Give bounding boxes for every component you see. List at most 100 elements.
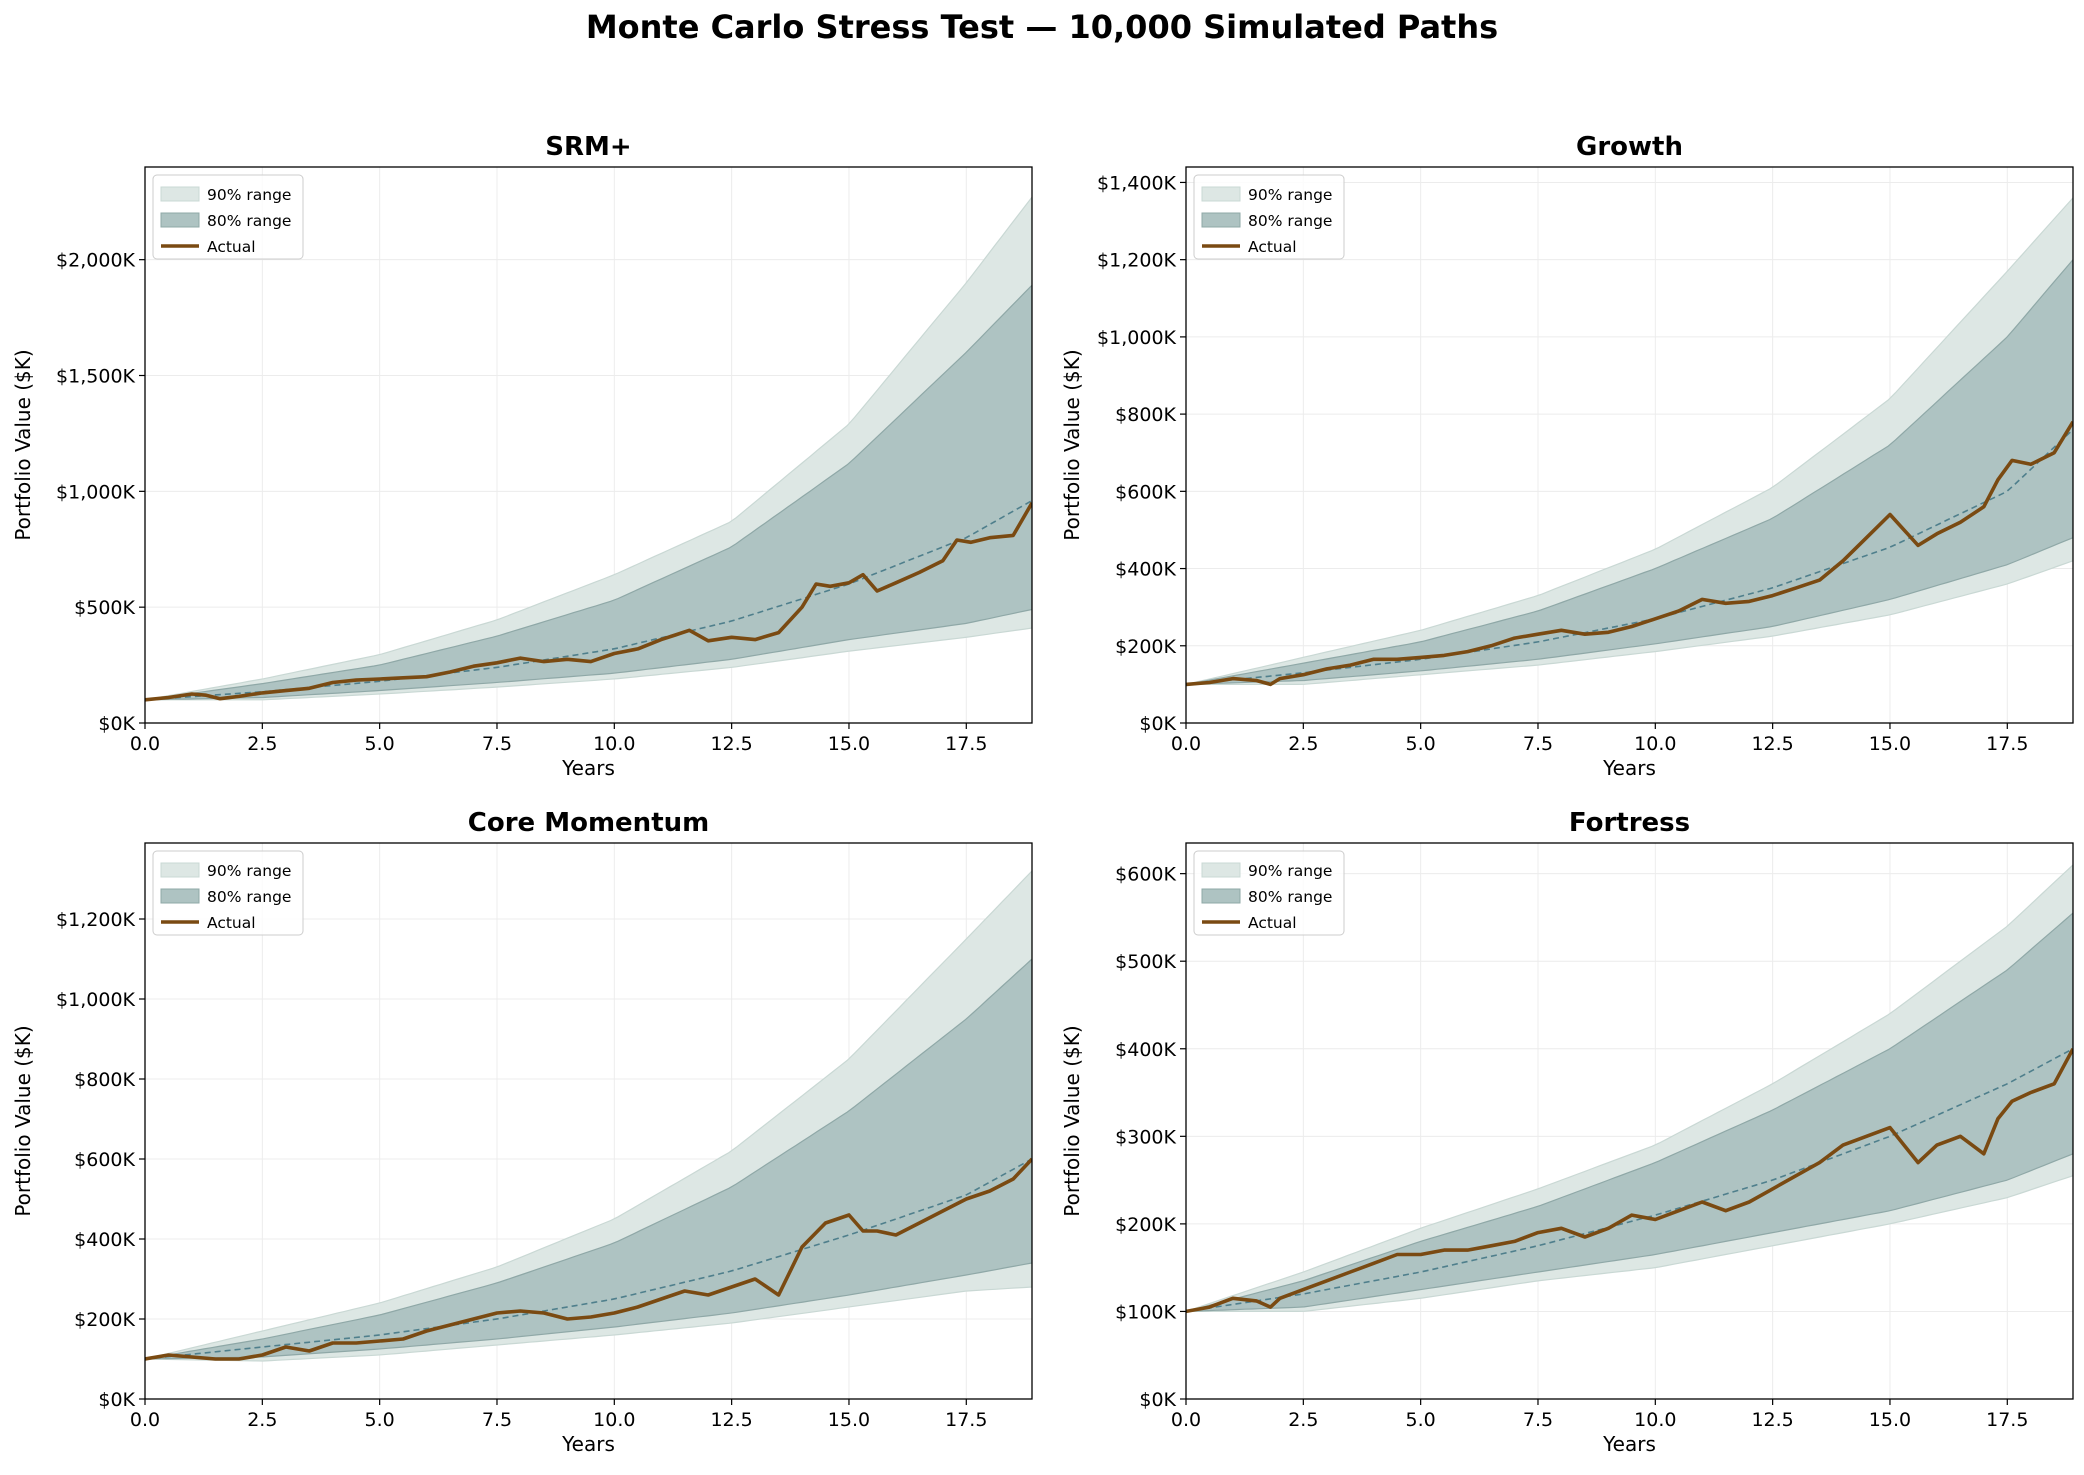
y-tick-label: $800K [1115, 404, 1176, 426]
x-tick-label: 5.0 [1406, 733, 1436, 755]
x-tick-label: 10.0 [1634, 733, 1676, 755]
legend-label-80: 80% range [207, 888, 291, 906]
axes-frame [1185, 842, 2074, 1400]
band-80-range [145, 958, 1032, 1360]
y-tick-label: $600K [1115, 481, 1176, 503]
x-tick-label: 2.5 [247, 733, 277, 755]
legend-swatch-90 [1201, 862, 1241, 878]
x-tick-label: 0.0 [130, 733, 160, 755]
legend-swatch-90 [160, 186, 200, 202]
x-axis-label: Years [561, 1432, 615, 1456]
median-line [1186, 1048, 2073, 1313]
y-tick-label: $200K [1115, 636, 1176, 658]
y-tick-label: $800K [74, 1069, 135, 1091]
x-tick-label: 7.5 [482, 1409, 512, 1431]
axes-frame [144, 166, 1033, 724]
panel-2: 0.0 2.5 5.0 7.5 10.0 12.5 15.0 17.5 $0K $200K $400… [11, 808, 1033, 1456]
y-tick-label: $0K [1139, 713, 1176, 735]
y-tick-label: $500K [74, 597, 135, 619]
figure-title: Monte Carlo Stress Test — 10,000 Simulat… [585, 8, 1499, 46]
legend-label-80: 80% range [207, 212, 291, 230]
x-tick-label: 7.5 [482, 733, 512, 755]
y-tick-label: $1,500K [56, 366, 135, 388]
panel-1: 0.0 2.5 5.0 7.5 10.0 12.5 15.0 17.5 $0K $200K $400… [1060, 132, 2074, 780]
axes-frame [1185, 166, 2074, 724]
legend-label-90: 90% range [207, 186, 291, 204]
plot-area [1186, 864, 2073, 1314]
y-tick-label: $1,200K [56, 909, 135, 931]
panel-title: Fortress [1569, 808, 1690, 838]
legend-label-actual: Actual [207, 238, 256, 256]
plot-area [145, 870, 1032, 1362]
y-tick-label: $300K [1115, 1126, 1176, 1148]
legend-label-actual: Actual [1248, 914, 1297, 932]
legend-label-actual: Actual [207, 914, 256, 932]
x-tick-label: 0.0 [1171, 1409, 1201, 1431]
x-tick-label: 17.5 [1986, 1409, 2028, 1431]
y-tick-label: $0K [98, 1389, 135, 1411]
x-axis-label: Years [1602, 1432, 1656, 1456]
legend-swatch-90 [1201, 186, 1241, 202]
x-tick-label: 17.5 [945, 1409, 987, 1431]
legend: 90% range 80% range Actual [152, 174, 304, 260]
plot-area [145, 196, 1032, 702]
x-tick-label: 10.0 [1634, 1409, 1676, 1431]
x-tick-label: 17.5 [945, 733, 987, 755]
x-tick-label: 12.5 [1751, 733, 1793, 755]
x-tick-label: 10.0 [593, 733, 635, 755]
y-tick-label: $1,000K [1097, 327, 1176, 349]
y-axis-label: Portfolio Value ($K) [1060, 1025, 1084, 1216]
x-tick-label: 15.0 [828, 733, 870, 755]
y-tick-label: $600K [1115, 864, 1176, 886]
x-tick-label: 0.0 [130, 1409, 160, 1431]
median-line [145, 499, 1032, 701]
y-tick-label: $0K [98, 713, 135, 735]
y-tick-label: $600K [74, 1149, 135, 1171]
panel-title: Growth [1576, 132, 1683, 162]
y-tick-label: $100K [1115, 1301, 1176, 1323]
legend-swatch-80 [1201, 888, 1241, 904]
legend: 90% range 80% range Actual [1193, 174, 1345, 260]
y-tick-label: $0K [1139, 1389, 1176, 1411]
legend-label-80: 80% range [1248, 888, 1332, 906]
legend-swatch-80 [160, 888, 200, 904]
legend: 90% range 80% range Actual [152, 850, 304, 936]
x-tick-label: 5.0 [365, 1409, 395, 1431]
legend: 90% range 80% range Actual [1193, 850, 1345, 936]
legend-label-80: 80% range [1248, 212, 1332, 230]
axes-frame [144, 842, 1033, 1400]
legend-label-90: 90% range [207, 862, 291, 880]
x-tick-label: 12.5 [710, 1409, 752, 1431]
band-80-range [1186, 258, 2073, 685]
y-tick-label: $1,000K [56, 989, 135, 1011]
x-tick-label: 15.0 [1869, 1409, 1911, 1431]
actual-line [145, 1157, 1032, 1361]
x-tick-label: 5.0 [365, 733, 395, 755]
y-tick-label: $200K [1115, 1214, 1176, 1236]
x-tick-label: 7.5 [1523, 733, 1553, 755]
x-tick-label: 2.5 [1288, 733, 1318, 755]
median-line [145, 1158, 1032, 1360]
x-tick-label: 12.5 [1751, 1409, 1793, 1431]
panel-title: Core Momentum [468, 808, 709, 838]
plot-area [1186, 197, 2073, 687]
y-tick-label: $1,200K [1097, 250, 1176, 272]
x-tick-label: 2.5 [247, 1409, 277, 1431]
panel-title: SRM+ [545, 132, 631, 162]
x-axis-label: Years [1602, 756, 1656, 780]
y-tick-label: $400K [1115, 559, 1176, 581]
y-axis-label: Portfolio Value ($K) [1060, 349, 1084, 540]
legend-label-actual: Actual [1248, 238, 1297, 256]
x-tick-label: 7.5 [1523, 1409, 1553, 1431]
y-tick-label: $500K [1115, 951, 1176, 973]
legend-swatch-80 [160, 212, 200, 228]
x-tick-label: 10.0 [593, 1409, 635, 1431]
x-tick-label: 17.5 [1986, 733, 2028, 755]
y-tick-label: $1,400K [1097, 172, 1176, 194]
panel-3: 0.0 2.5 5.0 7.5 10.0 12.5 15.0 17.5 $0K $100K $200… [1060, 808, 2074, 1456]
actual-line [1186, 1047, 2073, 1314]
legend-label-90: 90% range [1248, 186, 1332, 204]
actual-line [145, 501, 1032, 702]
